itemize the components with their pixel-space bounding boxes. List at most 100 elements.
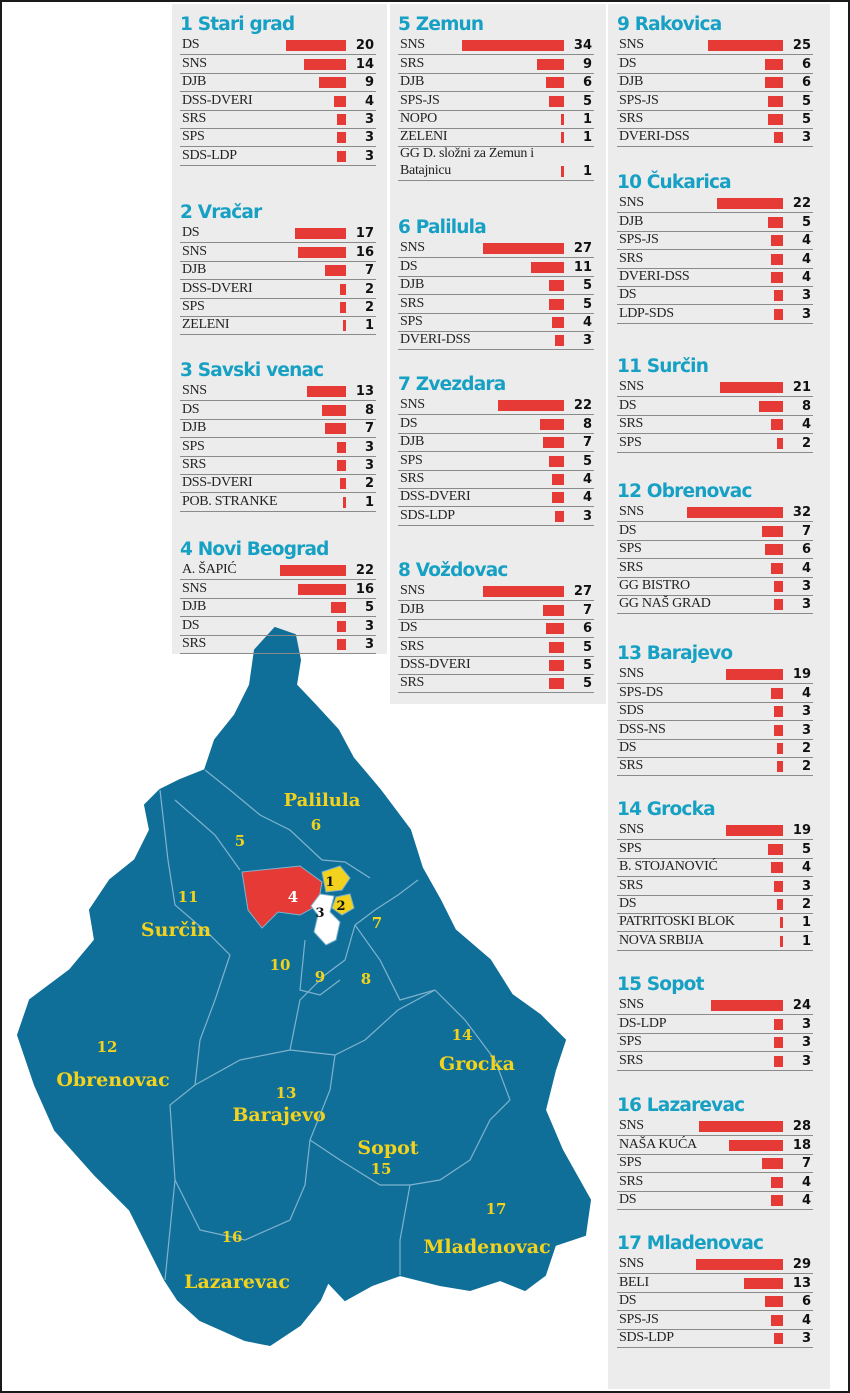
- bar-value: 5: [801, 841, 811, 857]
- bar-row: SRS 5: [398, 295, 594, 314]
- bar-value: 11: [573, 259, 592, 275]
- bar-value: 3: [801, 597, 811, 613]
- bar-value: 25: [792, 38, 811, 54]
- bar: [325, 265, 346, 277]
- map-label-n14: 14: [452, 1026, 473, 1044]
- district-2-table: 2 Vračar DS 17 SNS 16 DJB 7 DSS-DVERI 2 SPS 2 ZELEN…: [180, 200, 376, 336]
- bar-row: SPS 6: [617, 541, 813, 560]
- district-title: 15 Sopot: [617, 974, 704, 995]
- bar-value: 20: [355, 38, 374, 54]
- party-label: DSS-DVERI: [400, 489, 471, 505]
- district-15-table: 15 Sopot SNS 24 DS-LDP 3 SPS 3 SRS 3: [617, 972, 813, 1071]
- bar-value: 1: [801, 915, 811, 931]
- map-label-n15: 15: [371, 1160, 392, 1178]
- bar-value: 32: [792, 505, 811, 521]
- bar-value: 3: [801, 1330, 811, 1346]
- bar: [726, 825, 783, 837]
- bar-value: 3: [582, 508, 592, 524]
- district-4-novi-beograd: [241, 865, 323, 929]
- party-label: DS: [619, 55, 637, 71]
- bar-value: 4: [801, 1192, 811, 1208]
- party-label: DSS-NS: [619, 721, 666, 737]
- party-label: SRS: [619, 250, 644, 266]
- party-label: SPS: [400, 313, 423, 329]
- map-label-barajevo: Barajevo: [232, 1104, 325, 1126]
- bar-row: SRS 3: [617, 1052, 813, 1071]
- district-title: 17 Mladenovac: [617, 1233, 764, 1254]
- party-label: DJB: [400, 277, 424, 293]
- party-label: SRS: [619, 758, 644, 774]
- party-label: SNS: [182, 55, 207, 71]
- bar: [774, 706, 783, 718]
- bar-value: 5: [582, 296, 592, 312]
- bar-value: 8: [582, 416, 592, 432]
- bar: [552, 473, 564, 485]
- bar-row: SNS 16: [180, 243, 376, 262]
- party-label: DSS-DVERI: [182, 475, 253, 491]
- bar-row: SPS 4: [398, 314, 594, 332]
- party-label: NOVA SRBIJA: [619, 932, 704, 948]
- district-14-table: 14 Grocka SNS 19 SPS 5 B. STOJANOVIĆ 4 SRS 3 DS 2 P…: [617, 797, 813, 951]
- bar: [768, 113, 783, 125]
- bar: [337, 132, 346, 144]
- bar-value: 4: [364, 93, 374, 109]
- party-label: DJB: [182, 420, 206, 436]
- party-label: DS: [400, 415, 418, 431]
- party-label: DVERI-DSS: [619, 268, 690, 284]
- bar-value: 7: [801, 523, 811, 539]
- bar-value: 6: [582, 621, 592, 637]
- map-label-palilula: Palilula: [284, 790, 361, 811]
- bar: [334, 95, 346, 107]
- map-label-n4: 4: [288, 888, 298, 906]
- party-label: SNS: [619, 379, 644, 395]
- bar-row: DJB 7: [180, 262, 376, 281]
- bar: [771, 271, 783, 283]
- bar: [343, 496, 346, 508]
- bar-row: SNS 22: [617, 195, 813, 214]
- bar: [774, 1055, 783, 1067]
- party-label: SPS-JS: [619, 92, 659, 108]
- party-label: DS: [619, 1191, 637, 1207]
- district-title: 3 Savski venac: [180, 360, 324, 381]
- bar-row: SPS-JS 5: [398, 92, 594, 111]
- bar-value: 6: [801, 542, 811, 558]
- bar: [711, 1000, 783, 1012]
- bar-value: 4: [801, 860, 811, 876]
- bar-value: 13: [355, 384, 374, 400]
- bar: [771, 1176, 783, 1188]
- bar-row: DJB 5: [617, 213, 813, 232]
- district-11-table: 11 Surčin SNS 21 DS 8 SRS 4 SPS 2: [617, 354, 813, 453]
- bar: [298, 246, 346, 258]
- bar-value: 3: [801, 306, 811, 322]
- district-title: 10 Čukarica: [617, 172, 732, 193]
- bar: [720, 382, 783, 394]
- bar: [549, 678, 564, 690]
- party-label: DS: [182, 37, 200, 53]
- bar-row: DSS-DVERI 5: [398, 657, 594, 675]
- bar: [286, 40, 346, 52]
- bar-row: SRS 5: [398, 675, 594, 694]
- bar: [546, 623, 564, 635]
- bar-row: SRS 3: [180, 111, 376, 129]
- bar-row: BELI 13: [617, 1274, 813, 1293]
- bar-value: 1: [801, 933, 811, 949]
- map-label-n3: 3: [315, 906, 324, 921]
- bar-value: 5: [582, 453, 592, 469]
- party-label: SNS: [619, 37, 644, 53]
- bar: [774, 724, 783, 736]
- bar-value: 5: [582, 639, 592, 655]
- bar-row: PATRITOSKI BLOK 1: [617, 914, 813, 933]
- party-label: SNS: [619, 997, 644, 1013]
- bar-value: 16: [355, 581, 374, 597]
- bar: [552, 492, 564, 504]
- party-label: SPS: [619, 840, 642, 856]
- map-label-n2: 2: [336, 899, 345, 914]
- party-label: SDS-LDP: [400, 507, 455, 523]
- party-label: SPS-JS: [619, 232, 659, 248]
- bar-row: SNS 22: [398, 397, 594, 416]
- bar-value: 5: [801, 93, 811, 109]
- bar-row: DJB 7: [398, 434, 594, 453]
- bar: [304, 58, 346, 70]
- district-1-stari-grad: [321, 865, 351, 893]
- bar: [561, 132, 564, 144]
